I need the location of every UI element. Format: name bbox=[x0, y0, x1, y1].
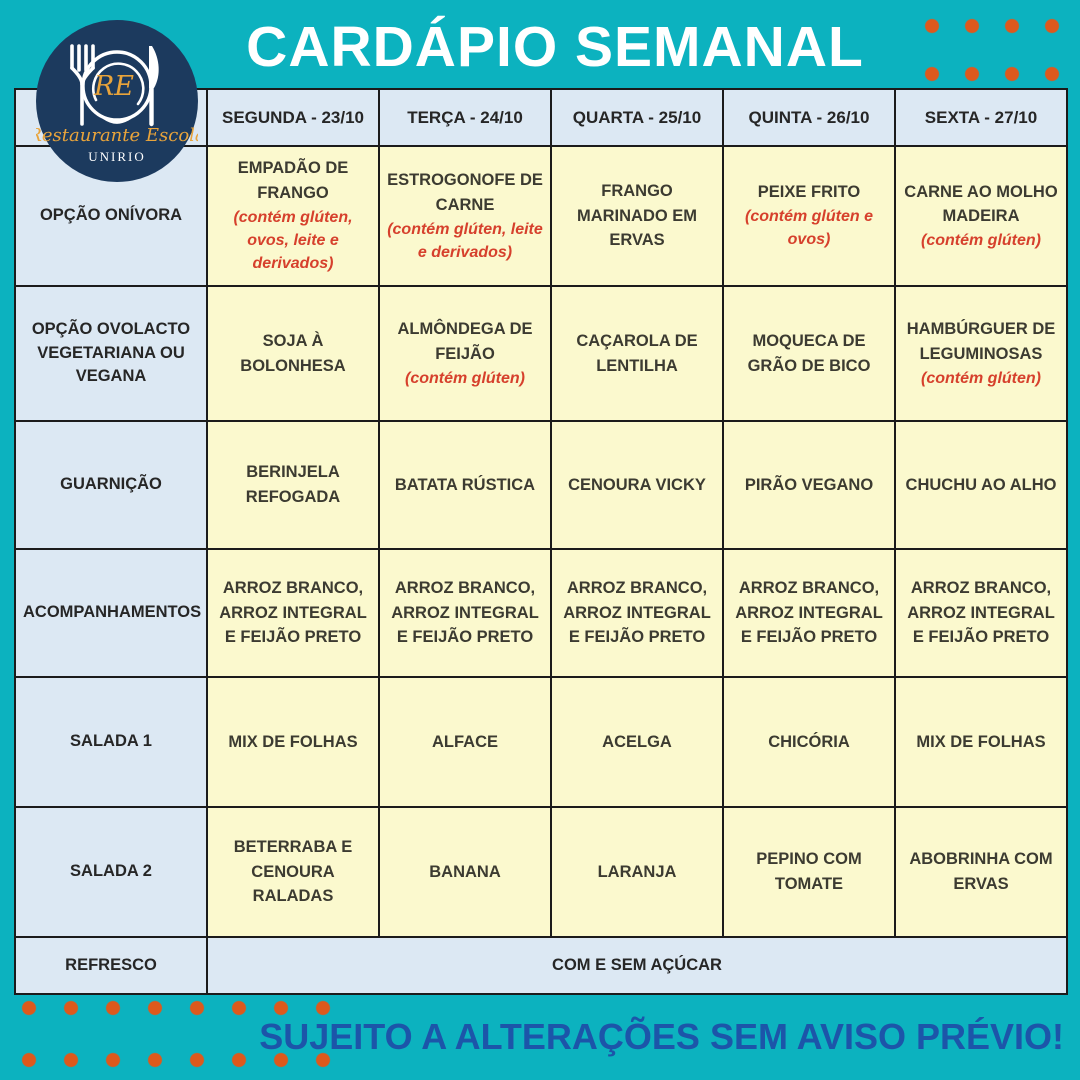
menu-cell: ALFACE bbox=[378, 676, 552, 808]
menu-cell: ACELGA bbox=[550, 676, 724, 808]
dish-name: FRANGO MARINADO EM ERVAS bbox=[576, 181, 698, 250]
menu-cell: ARROZ BRANCO, ARROZ INTEGRAL E FEIJÃO PR… bbox=[550, 548, 724, 678]
row-label-salada-2: SALADA 2 bbox=[14, 806, 208, 938]
dish-name: ALFACE bbox=[432, 732, 498, 751]
dish-name: CENOURA VICKY bbox=[568, 475, 706, 494]
dish-name: SOJA À BOLONHESA bbox=[240, 331, 346, 375]
row-label-guarnicao: GUARNIÇÃO bbox=[14, 420, 208, 550]
menu-cell: SOJA À BOLONHESA bbox=[206, 285, 380, 422]
dish-name: PEIXE FRITO bbox=[757, 183, 861, 202]
dish-name: CHICÓRIA bbox=[768, 732, 850, 751]
dish-name: PIRÃO VEGANO bbox=[744, 475, 874, 494]
menu-cell: MIX DE FOLHAS bbox=[206, 676, 380, 808]
dish-name: CHUCHU AO ALHO bbox=[905, 475, 1057, 494]
allergen-note: (contém glúten) bbox=[921, 232, 1041, 250]
menu-cell: PEPINO COM TOMATE bbox=[722, 806, 896, 938]
logo-restaurant-name: Restaurante Escola bbox=[36, 125, 198, 146]
dish-name: BATATA RÚSTICA bbox=[394, 475, 536, 494]
menu-cell: HAMBÚRGUER DE LEGUMINOSAS (contém glúten… bbox=[894, 285, 1068, 422]
dish-name: ABOBRINHA COM ERVAS bbox=[909, 850, 1053, 893]
menu-cell: ARROZ BRANCO, ARROZ INTEGRAL E FEIJÃO PR… bbox=[378, 548, 552, 678]
row-label-opcao-ovolacto: OPÇÃO OVOLACTO VEGETARIANA OU VEGANA bbox=[14, 285, 208, 422]
dish-name: MOQUECA DE GRÃO DE BICO bbox=[747, 331, 871, 375]
dish-name: HAMBÚRGUER DE LEGUMINOSAS bbox=[906, 320, 1056, 363]
allergen-note: (contém glúten) bbox=[405, 369, 525, 387]
logo-org-name: UNIRIO bbox=[88, 149, 146, 164]
row-label-salada-1: SALADA 1 bbox=[14, 676, 208, 808]
menu-cell: CHUCHU AO ALHO bbox=[894, 420, 1068, 550]
allergen-note: (contém glúten e ovos) bbox=[744, 208, 873, 249]
knife-icon bbox=[149, 46, 159, 127]
day-header-quinta: QUINTA - 26/10 bbox=[722, 88, 896, 147]
menu-cell: EMPADÃO DE FRANGO (contém glúten, ovos, … bbox=[206, 145, 380, 287]
dish-name: ARROZ BRANCO, ARROZ INTEGRAL E FEIJÃO PR… bbox=[563, 578, 711, 647]
menu-cell: LARANJA bbox=[550, 806, 724, 938]
menu-cell: ARROZ BRANCO, ARROZ INTEGRAL E FEIJÃO PR… bbox=[206, 548, 380, 678]
menu-cell: BANANA bbox=[378, 806, 552, 938]
menu-cell: PIRÃO VEGANO bbox=[722, 420, 896, 550]
menu-cell: ALMÔNDEGA DE FEIJÃO (contém glúten) bbox=[378, 285, 552, 422]
menu-cell: ARROZ BRANCO, ARROZ INTEGRAL E FEIJÃO PR… bbox=[722, 548, 896, 678]
page-title: CARDÁPIO SEMANAL bbox=[246, 15, 864, 79]
menu-cell: PEIXE FRITO (contém glúten e ovos) bbox=[722, 145, 896, 287]
allergen-note: (contém glúten, ovos, leite e derivados) bbox=[233, 208, 353, 273]
allergen-note: (contém glúten) bbox=[921, 369, 1041, 387]
dot-grid-top-right bbox=[912, 2, 1070, 90]
day-header-terca: TERÇA - 24/10 bbox=[378, 88, 552, 147]
menu-cell: ABOBRINHA COM ERVAS bbox=[894, 806, 1068, 938]
menu-cell: CENOURA VICKY bbox=[550, 420, 724, 550]
dish-name: LARANJA bbox=[597, 862, 677, 881]
dish-name: BETERRABA E CENOURA RALADAS bbox=[233, 837, 353, 906]
dish-name: ESTROGONOFE DE CARNE bbox=[387, 171, 543, 214]
dish-name: ARROZ BRANCO, ARROZ INTEGRAL E FEIJÃO PR… bbox=[219, 578, 367, 647]
dish-name: MIX DE FOLHAS bbox=[228, 732, 358, 751]
dish-name: PEPINO COM TOMATE bbox=[756, 850, 862, 893]
dish-name: EMPADÃO DE FRANGO bbox=[237, 159, 349, 203]
menu-cell: ESTROGONOFE DE CARNE (contém glúten, lei… bbox=[378, 145, 552, 287]
footer-notice: SUJEITO A ALTERAÇÕES SEM AVISO PRÉVIO! bbox=[259, 1016, 1064, 1057]
menu-cell: MOQUECA DE GRÃO DE BICO bbox=[722, 285, 896, 422]
menu-cell: MIX DE FOLHAS bbox=[894, 676, 1068, 808]
menu-cell: FRANGO MARINADO EM ERVAS bbox=[550, 145, 724, 287]
logo-initials: RE bbox=[93, 71, 134, 102]
dish-name: ARROZ BRANCO, ARROZ INTEGRAL E FEIJÃO PR… bbox=[907, 578, 1055, 647]
refresco-value-cell: COM E SEM AÇÚCAR bbox=[206, 936, 1068, 995]
dish-name: BERINJELA REFOGADA bbox=[245, 463, 341, 506]
dish-name: ARROZ BRANCO, ARROZ INTEGRAL E FEIJÃO PR… bbox=[391, 578, 539, 647]
dish-name: CARNE AO MOLHO MADEIRA bbox=[904, 182, 1058, 226]
menu-cell: BERINJELA REFOGADA bbox=[206, 420, 380, 550]
dish-name: MIX DE FOLHAS bbox=[916, 732, 1046, 751]
dish-name: ACELGA bbox=[602, 732, 672, 751]
menu-cell: CAÇAROLA DE LENTILHA bbox=[550, 285, 724, 422]
dish-name: ARROZ BRANCO, ARROZ INTEGRAL E FEIJÃO PR… bbox=[735, 578, 883, 647]
menu-cell: BETERRABA E CENOURA RALADAS bbox=[206, 806, 380, 938]
restaurant-logo: RE Restaurante Escola UNIRIO bbox=[27, 20, 206, 182]
dish-name: BANANA bbox=[429, 862, 501, 881]
menu-cell: BATATA RÚSTICA bbox=[378, 420, 552, 550]
row-label-acompanhamentos: ACOMPANHAMENTOS bbox=[14, 548, 208, 678]
menu-cell: CHICÓRIA bbox=[722, 676, 896, 808]
row-label-refresco: REFRESCO bbox=[14, 936, 208, 995]
day-header-sexta: SEXTA - 27/10 bbox=[894, 88, 1068, 147]
logo-graphic: RE Restaurante Escola UNIRIO bbox=[27, 20, 206, 182]
day-header-quarta: QUARTA - 25/10 bbox=[550, 88, 724, 147]
weekly-menu-table: SEGUNDA - 23/10 TERÇA - 24/10 QUARTA - 2… bbox=[14, 88, 1068, 995]
dish-name: CAÇAROLA DE LENTILHA bbox=[576, 331, 698, 375]
day-header-segunda: SEGUNDA - 23/10 bbox=[206, 88, 380, 147]
menu-cell: ARROZ BRANCO, ARROZ INTEGRAL E FEIJÃO PR… bbox=[894, 548, 1068, 678]
menu-cell: CARNE AO MOLHO MADEIRA (contém glúten) bbox=[894, 145, 1068, 287]
dish-name: ALMÔNDEGA DE FEIJÃO bbox=[397, 320, 533, 363]
allergen-note: (contém glúten, leite e derivados) bbox=[387, 220, 543, 261]
